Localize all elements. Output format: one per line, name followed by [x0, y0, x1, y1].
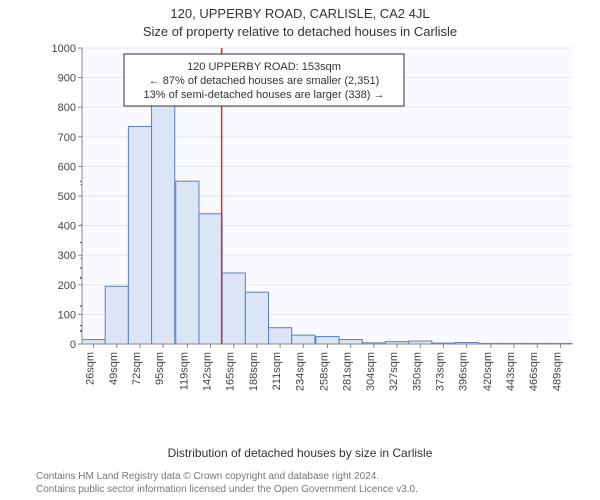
histogram-bar: [245, 292, 268, 344]
x-tick-label: 49sqm: [108, 352, 120, 385]
histogram-bar: [339, 340, 362, 344]
annotation-line: 120 UPPERBY ROAD: 153sqm: [187, 61, 341, 73]
x-tick-label: 281sqm: [342, 352, 354, 391]
histogram-chart: 0 100 200 300 400 500 600 700 800 900 1000 26sqm 49s…: [50, 44, 580, 404]
y-tick-label: 900: [58, 73, 76, 85]
histogram-bar: [105, 286, 128, 344]
histogram-bar: [199, 214, 222, 344]
page-subtitle: Size of property relative to detached ho…: [0, 24, 600, 39]
y-tick-label: 100: [58, 309, 76, 321]
y-tick-label: 200: [58, 280, 76, 292]
x-tick-label: 188sqm: [248, 352, 260, 391]
y-tick-label: 400: [58, 221, 76, 233]
x-tick-label: 373sqm: [434, 352, 446, 391]
y-tick-label: 800: [58, 102, 76, 114]
x-tick-label: 304sqm: [365, 352, 377, 391]
x-tick-label: 327sqm: [388, 352, 400, 391]
x-tick-label: 72sqm: [131, 352, 143, 385]
x-tick-label: 119sqm: [178, 352, 190, 390]
y-tick-label: 500: [58, 191, 76, 203]
y-tick-label: 1000: [52, 44, 76, 55]
x-tick-label: 234sqm: [294, 352, 306, 391]
histogram-bar: [269, 328, 292, 344]
y-tick-label: 300: [58, 250, 76, 262]
x-tick-label: 443sqm: [505, 352, 517, 391]
histogram-bar: [128, 126, 151, 344]
x-axis-label: Distribution of detached houses by size …: [0, 446, 600, 460]
annotation-line: 13% of semi-detached houses are larger (…: [144, 89, 385, 101]
y-tick-label: 700: [58, 132, 76, 144]
x-tick-label: 258sqm: [319, 352, 331, 391]
footer-line1: Contains HM Land Registry data © Crown c…: [36, 470, 418, 483]
histogram-bar: [316, 337, 339, 344]
histogram-bar: [176, 181, 199, 344]
x-tick-label: 420sqm: [482, 352, 494, 391]
x-tick-label: 489sqm: [551, 352, 563, 391]
page-title: 120, UPPERBY ROAD, CARLISLE, CA2 4JL: [0, 6, 600, 21]
x-tick-label: 466sqm: [528, 352, 540, 391]
x-tick-label: 165sqm: [225, 352, 237, 391]
y-tick-label: 600: [58, 161, 76, 173]
histogram-bar: [152, 96, 175, 344]
x-tick-label: 211sqm: [271, 352, 283, 390]
histogram-bar: [292, 335, 315, 344]
footer-line2: Contains public sector information licen…: [36, 483, 418, 496]
x-tick-label: 396sqm: [458, 352, 470, 391]
x-tick-label: 142sqm: [202, 352, 214, 391]
x-tick-label: 350sqm: [411, 352, 423, 391]
histogram-bar: [222, 273, 245, 344]
x-tick-label: 95sqm: [154, 352, 166, 385]
annotation-line: ← 87% of detached houses are smaller (2,…: [149, 75, 380, 87]
footer-attribution: Contains HM Land Registry data © Crown c…: [36, 470, 418, 496]
x-tick-label: 26sqm: [85, 352, 97, 385]
y-tick-label: 0: [70, 339, 76, 351]
histogram-bar: [82, 340, 105, 344]
